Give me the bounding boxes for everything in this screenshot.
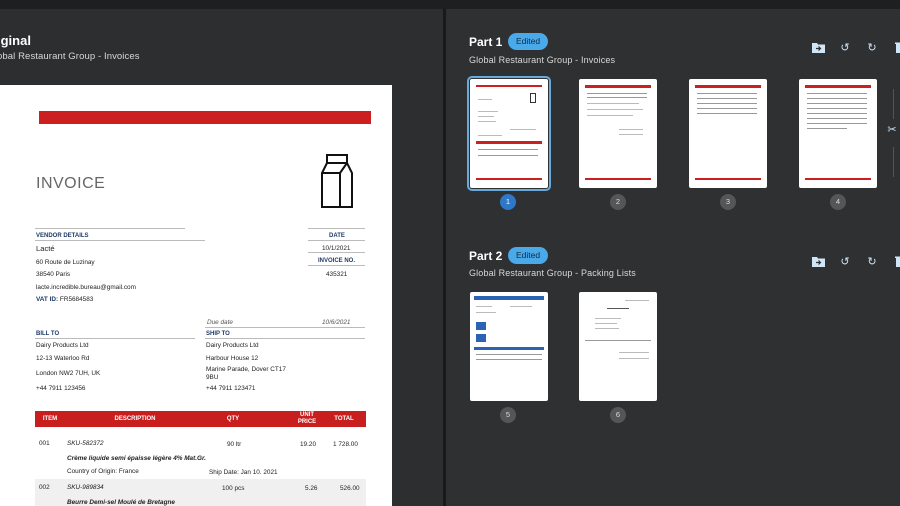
vendor-email: lacte.incredible.bureau@gmail.com (36, 284, 136, 291)
split-line-top (893, 89, 894, 119)
delete-icon[interactable] (893, 42, 900, 56)
ship-address-1: Harbour House 12 (206, 355, 259, 362)
row2-price: 5.26 (305, 485, 318, 492)
items-table-header: ITEM DESCRIPTION QTY UNIT PRICE TOTAL (35, 411, 366, 427)
due-date-value: 10/6/2021 (322, 319, 351, 326)
ship-to-label: SHIP TO (206, 331, 230, 337)
row1-name: Crème liquide semi épaisse légère 4% Mat… (67, 455, 206, 462)
due-date-label: Due date (207, 319, 233, 326)
part1-subtitle: Global Restaurant Group - Invoices (469, 55, 616, 65)
row1-price: 19.20 (300, 441, 316, 448)
col-item: ITEM (42, 416, 58, 422)
scissors-icon[interactable]: ✂ (887, 124, 897, 136)
row2-total: 526.00 (340, 485, 360, 492)
page-number-1[interactable]: 1 (500, 194, 516, 210)
page-thumbnail-2[interactable] (579, 79, 657, 188)
ship-name: Dairy Products Ltd (206, 342, 259, 349)
page-number-3[interactable]: 3 (720, 194, 736, 210)
split-line-bottom (893, 147, 894, 177)
original-panel: iginal obal Restaurant Group - Invoices … (0, 9, 443, 506)
date-label: DATE (329, 233, 345, 239)
bill-address-2: London NW2 7UH, UK (36, 370, 101, 377)
row1-qty: 90 ltr (227, 441, 242, 448)
row2-sku: SKU-989834 (67, 484, 104, 491)
row2-name: Beurre Demi-sel Moulé de Bretagne (67, 499, 175, 506)
vendor-details-label: VENDOR DETAILS (36, 233, 89, 239)
vendor-address-2: 38540 Paris (36, 271, 71, 278)
original-title: iginal (0, 33, 31, 48)
milk-carton-logo-icon (321, 154, 353, 208)
invoice-page-preview[interactable]: INVOICE VENDOR DETAILS Lacté 60 Route de… (0, 85, 392, 506)
rotate-left-icon[interactable]: ↺ (840, 256, 850, 268)
vendor-name: Lacté (36, 244, 55, 253)
invoice-date: 10/1/2021 (322, 245, 351, 252)
ship-address-3: 9BU (206, 374, 219, 381)
page-number-6[interactable]: 6 (610, 407, 626, 423)
col-total: TOTAL (334, 416, 354, 422)
table-row (35, 479, 366, 506)
page-thumbnail-3[interactable] (689, 79, 767, 188)
delete-icon[interactable] (893, 256, 900, 270)
rotate-right-icon[interactable]: ↻ (867, 42, 877, 54)
original-subtitle: obal Restaurant Group - Invoices (0, 51, 140, 62)
part1-edited-badge: Edited (508, 33, 549, 50)
part2-edited-badge: Edited (508, 247, 549, 264)
bill-to-label: BILL TO (36, 331, 60, 337)
col-unit: UNIT (300, 412, 314, 418)
page-number-2[interactable]: 2 (610, 194, 626, 210)
col-description: DESCRIPTION (114, 416, 156, 422)
folder-move-icon[interactable] (811, 42, 825, 56)
invoice-number: 435321 (326, 271, 348, 278)
invoice-heading: INVOICE (36, 175, 106, 192)
bill-address-1: 12-13 Waterloo Rd (36, 355, 90, 362)
part2-subtitle: Global Restaurant Group - Packing Lists (469, 268, 636, 278)
page-thumbnail-4[interactable] (799, 79, 877, 188)
row1-total: 1 728.00 (333, 441, 358, 448)
part2-title: Part 2 (469, 249, 503, 263)
page-number-5[interactable]: 5 (500, 407, 516, 423)
parts-panel: Part 1 Edited Global Restaurant Group - … (446, 9, 900, 506)
row1-ship-date: Ship Date: Jan 10. 2021 (209, 469, 278, 476)
col-qty: QTY (226, 416, 240, 422)
row1-sku: SKU-582372 (67, 440, 104, 447)
row2-qty: 100 pcs (222, 485, 245, 492)
part1-title: Part 1 (469, 35, 503, 49)
col-price: PRICE (297, 419, 317, 425)
page-thumbnail-1[interactable] (467, 76, 551, 191)
window-top-bar (0, 0, 900, 9)
ship-address-2: Marine Parade, Dover CT17 (206, 366, 286, 373)
panel-divider[interactable] (443, 9, 446, 506)
rotate-right-icon[interactable]: ↻ (867, 256, 877, 268)
ship-phone: +44 7911 123471 (206, 385, 256, 392)
row2-item: 002 (39, 484, 50, 491)
folder-move-icon[interactable] (811, 256, 825, 270)
rotate-left-icon[interactable]: ↺ (840, 42, 850, 54)
row1-origin: Country of Origin: France (67, 468, 139, 475)
invoice-header-bar (39, 111, 371, 124)
page-number-4[interactable]: 4 (830, 194, 846, 210)
page-thumbnail-6[interactable] (579, 292, 657, 401)
row1-item: 001 (39, 440, 50, 447)
bill-name: Dairy Products Ltd (36, 342, 89, 349)
invoice-no-label: INVOICE NO. (318, 258, 356, 264)
bill-phone: +44 7911 123456 (36, 385, 86, 392)
vendor-address-1: 60 Route de Luzinay (36, 259, 95, 266)
vat-id: VAT ID: FR5684583 (36, 296, 94, 303)
page-thumbnail-5[interactable] (470, 292, 548, 401)
